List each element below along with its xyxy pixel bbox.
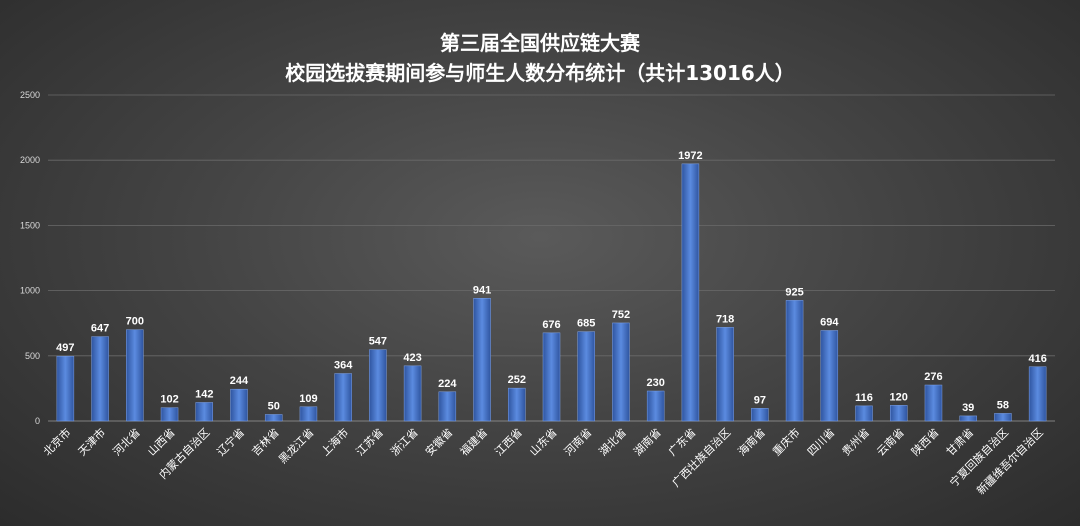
x-tick-label: 宁夏回族自治区 [947,425,1011,489]
x-tick-label: 北京市 [40,425,73,458]
bar [646,390,665,422]
data-label: 941 [473,284,491,296]
data-label: 364 [334,360,353,372]
x-tick-label: 河南省 [562,426,595,459]
bar [959,415,977,422]
bar [924,384,943,422]
data-label: 244 [230,375,249,387]
data-label: 685 [577,318,595,330]
bar [473,298,491,422]
x-tick-label: 天津市 [75,425,108,458]
bar [438,391,457,422]
bar [299,406,318,422]
data-label: 120 [890,391,908,403]
bar [403,365,422,422]
bar [716,327,734,422]
bar [889,405,908,422]
data-label: 925 [785,286,803,298]
data-label: 276 [924,371,942,383]
x-tick-label: 河北省 [110,426,143,459]
data-label: 416 [1028,353,1046,365]
bar [577,331,595,422]
data-label: 97 [754,394,766,406]
data-label: 752 [612,309,630,321]
bar [195,402,214,422]
x-tick-label: 吉林省 [249,425,282,458]
data-label: 102 [160,394,178,406]
x-tick-label: 山东省 [527,426,560,459]
data-label: 142 [195,388,213,400]
data-label: 58 [997,399,1009,411]
bar [1028,366,1047,422]
data-label: 230 [646,377,664,389]
y-tick-label: 2000 [20,155,40,165]
x-tick-label: 四川省 [805,426,838,459]
data-label: 547 [369,336,387,348]
bar [230,388,248,422]
data-label: 50 [268,400,280,412]
bar [542,332,561,422]
data-label: 700 [126,316,144,328]
data-label: 694 [820,317,839,329]
bar [994,413,1012,422]
x-tick-label: 陕西省 [908,425,941,458]
x-tick-label: 湖南省 [631,426,664,459]
bar [612,322,630,422]
y-tick-label: 0 [35,416,40,426]
bar [369,349,387,422]
bar [334,373,352,422]
x-tick-label: 山西省 [145,426,178,459]
x-tick-label: 海南省 [735,425,768,458]
bar [91,336,109,422]
data-label: 39 [962,402,974,414]
x-tick-label: 安徽省 [422,425,455,458]
chart-title: 第三届全国供应链大赛 [440,31,640,55]
x-tick-label: 江西省 [492,426,525,459]
bar [56,355,75,422]
data-label: 423 [403,352,421,364]
y-tick-label: 500 [25,351,40,361]
bar [751,408,769,422]
x-tick-label: 广西壮族自治区 [669,425,733,489]
data-label: 676 [542,319,560,331]
y-tick-label: 2500 [20,90,40,100]
x-tick-label: 浙江省 [388,426,421,459]
data-label: 116 [855,392,873,404]
x-tick-label: 广东省 [666,426,699,459]
data-label: 497 [56,342,74,354]
bar [785,300,804,422]
bar [855,405,873,422]
chart-subtitle: 校园选拔赛期间参与师生人数分布统计（共计13016人） [285,61,795,85]
x-tick-label: 重庆市 [769,425,802,458]
bar [820,330,839,422]
x-tick-label: 福建省 [457,425,490,458]
bar [264,414,283,422]
x-tick-label: 黑龙江省 [276,426,316,466]
data-label: 224 [438,378,457,390]
x-tick-label: 江苏省 [353,426,386,459]
x-tick-label: 辽宁省 [214,425,247,458]
y-tick-label: 1000 [20,286,40,296]
data-label: 718 [716,313,734,325]
bar [126,329,144,422]
x-tick-label: 云南省 [874,426,907,459]
data-label: 1972 [678,150,702,162]
data-label: 109 [299,393,317,405]
x-tick-label: 贵州省 [840,426,873,459]
y-tick-label: 1500 [20,220,40,230]
bar [508,387,526,422]
bar [160,407,179,422]
x-tick-label: 湖北省 [597,426,630,459]
x-tick-label: 上海市 [318,425,351,458]
x-tick-label: 甘肃省 [944,426,977,459]
data-label: 252 [508,374,526,386]
data-label: 647 [91,323,109,335]
bar [681,163,700,422]
